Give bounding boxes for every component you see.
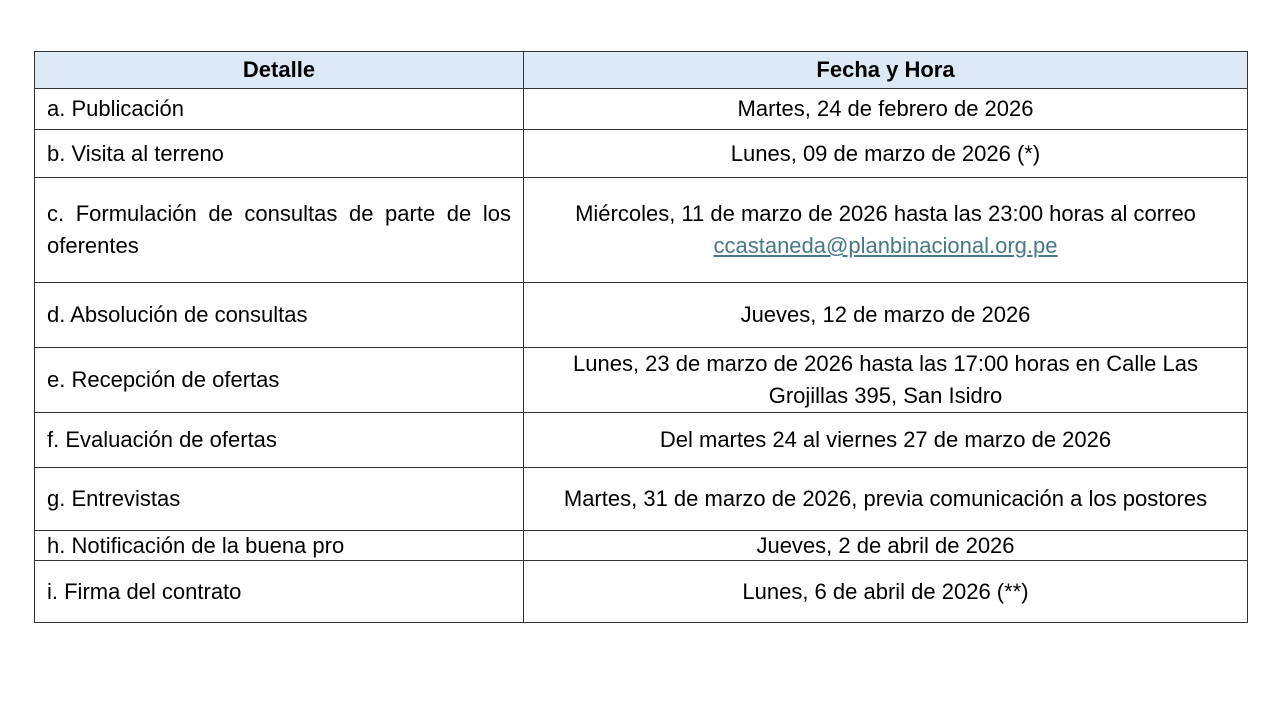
date-cell: Jueves, 2 de abril de 2026 [523,530,1248,561]
date-cell: Jueves, 12 de marzo de 2026 [523,282,1248,348]
detail-cell: f. Evaluación de ofertas [34,412,524,468]
table-row: g. Entrevistas Martes, 31 de marzo de 20… [34,467,1248,531]
date-cell: Lunes, 23 de marzo de 2026 hasta las 17:… [523,347,1248,413]
detail-cell: g. Entrevistas [34,467,524,531]
detail-cell: c. Formulación de consultas de parte de … [34,177,524,283]
schedule-table: Detalle Fecha y Hora a. Publicación Mart… [34,51,1248,623]
detail-cell: b. Visita al terreno [34,129,524,178]
header-detalle: Detalle [34,51,524,89]
detail-cell: d. Absolución de consultas [34,282,524,348]
email-link[interactable]: ccastaneda@planbinacional.org.pe [713,233,1058,258]
date-cell: Lunes, 09 de marzo de 2026 (*) [523,129,1248,178]
date-text: Miércoles, 11 de marzo de 2026 hasta las… [575,201,1196,226]
table-row: i. Firma del contrato Lunes, 6 de abril … [34,560,1248,623]
detail-cell: i. Firma del contrato [34,560,524,623]
table-row: c. Formulación de consultas de parte de … [34,177,1248,283]
table-row: d. Absolución de consultas Jueves, 12 de… [34,282,1248,348]
detail-cell: e. Recepción de ofertas [34,347,524,413]
header-fecha-hora: Fecha y Hora [523,51,1248,89]
table-row: h. Notificación de la buena pro Jueves, … [34,530,1248,561]
date-cell: Miércoles, 11 de marzo de 2026 hasta las… [523,177,1248,283]
detail-cell: h. Notificación de la buena pro [34,530,524,561]
detail-cell: a. Publicación [34,88,524,130]
table-row: b. Visita al terreno Lunes, 09 de marzo … [34,129,1248,178]
date-cell: Del martes 24 al viernes 27 de marzo de … [523,412,1248,468]
date-cell: Lunes, 6 de abril de 2026 (**) [523,560,1248,623]
date-cell: Martes, 24 de febrero de 2026 [523,88,1248,130]
header-row: Detalle Fecha y Hora [34,51,1248,89]
table-row: a. Publicación Martes, 24 de febrero de … [34,88,1248,130]
date-cell: Martes, 31 de marzo de 2026, previa comu… [523,467,1248,531]
table-row: f. Evaluación de ofertas Del martes 24 a… [34,412,1248,468]
table-row: e. Recepción de ofertas Lunes, 23 de mar… [34,347,1248,413]
